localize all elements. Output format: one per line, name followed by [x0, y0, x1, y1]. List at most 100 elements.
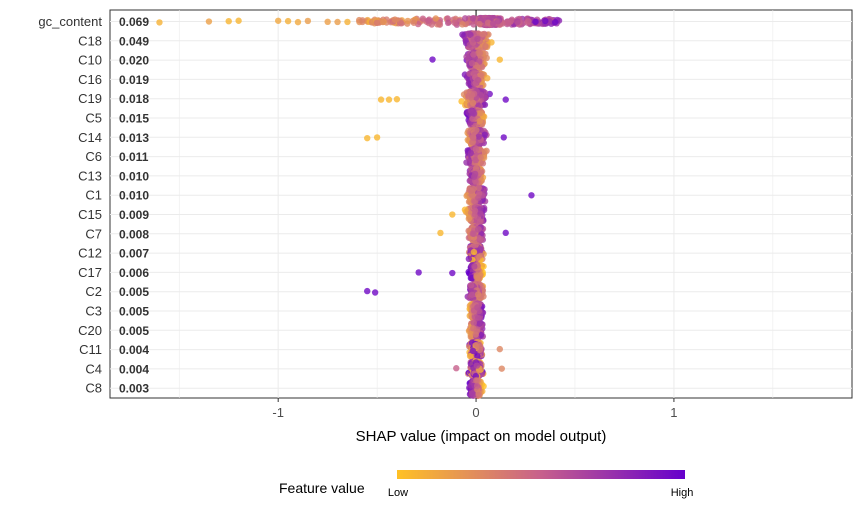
shap-outlier-point [373, 134, 381, 141]
shap-outlier-point [324, 18, 331, 26]
shap-point [391, 16, 399, 23]
shap-point [461, 15, 469, 22]
shap-point [477, 210, 484, 217]
shap-outlier-point [437, 229, 444, 237]
shap-point [471, 170, 479, 178]
shap-point [470, 51, 477, 58]
shap-point [467, 149, 475, 157]
shap-outlier-point [496, 56, 503, 63]
shap-point [476, 117, 484, 125]
shap-outlier-point [498, 365, 505, 372]
shap-point [525, 17, 532, 25]
shap-point [468, 91, 476, 99]
shap-point [425, 17, 432, 24]
shap-outlier-point [274, 17, 282, 24]
shap-point [479, 160, 487, 167]
shap-point [476, 218, 484, 225]
shap-point [419, 15, 427, 22]
shap-point [476, 252, 483, 259]
shap-outlier-point [156, 19, 163, 26]
shap-point [474, 291, 482, 298]
shap-point [514, 18, 521, 26]
shap-point [477, 154, 484, 161]
shap-outlier-point [542, 17, 549, 25]
shap-point [468, 291, 476, 298]
shap-point [474, 304, 481, 311]
shap-point [472, 207, 479, 215]
shap-point [469, 115, 476, 122]
shap-point [398, 20, 405, 27]
shap-outlier-point [449, 211, 456, 218]
shap-outlier-point [385, 96, 393, 103]
shap-point [484, 74, 491, 82]
shap-outlier-point [393, 96, 401, 103]
shap-outlier-point [344, 18, 351, 26]
shap-point [467, 31, 474, 38]
shap-outlier-point [502, 96, 509, 103]
shap-point [444, 19, 452, 27]
shap-outlier-point [364, 134, 371, 142]
shap-point [469, 15, 477, 22]
shap-point [458, 98, 465, 105]
shap-outlier-point [502, 229, 509, 237]
shap-point [474, 226, 482, 233]
shap-point [465, 255, 473, 263]
shap-point [451, 19, 458, 26]
shap-point [476, 20, 483, 28]
shap-outlier-point [235, 17, 242, 24]
shap-outlier-point [364, 287, 371, 295]
shap-outlier-point [205, 18, 213, 25]
shap-outlier-point [532, 18, 539, 26]
shap-point [470, 248, 478, 256]
shap-outlier-point [496, 345, 503, 353]
shap-outlier-point [429, 56, 436, 63]
shap-point [479, 31, 486, 38]
shap-point [475, 194, 482, 201]
shap-point [482, 43, 489, 50]
shap-point [435, 20, 443, 28]
shap-point [473, 272, 481, 279]
shap-point [476, 49, 484, 57]
shap-point [478, 63, 486, 71]
shap-point [466, 352, 474, 360]
shap-point [470, 230, 477, 238]
shap-points [156, 14, 563, 400]
shap-point [476, 346, 484, 354]
shap-outlier-point [453, 365, 460, 372]
shap-point [472, 331, 479, 338]
shap-point [410, 19, 418, 26]
shap-point [470, 110, 478, 117]
shap-outlier-point [225, 17, 232, 25]
shap-point [477, 110, 484, 117]
shap-outlier-point [415, 269, 422, 276]
shap-outlier-point [449, 269, 456, 277]
shap-point [473, 362, 481, 369]
shap-outlier-point [552, 19, 559, 26]
shap-point [470, 325, 477, 332]
shap-point [459, 21, 466, 28]
shap-point [475, 184, 482, 192]
shap-point [470, 319, 477, 327]
shap-point [469, 133, 477, 141]
shap-outlier-point [377, 96, 385, 103]
shap-point [472, 145, 480, 153]
shap-outlier-point [528, 192, 535, 199]
shap-outlier-point [294, 18, 302, 26]
shap-point [481, 101, 489, 108]
shap-point [494, 18, 502, 25]
shap-outlier-point [304, 17, 312, 25]
shap-point [379, 18, 386, 26]
shap-point [373, 19, 381, 26]
shap-outlier-point [284, 17, 292, 25]
shap-point [359, 17, 366, 24]
shap-outlier-point [334, 18, 341, 26]
shap-point [489, 20, 497, 27]
shap-point [472, 156, 480, 164]
shap-point [483, 54, 490, 62]
shap-point [475, 314, 482, 322]
shap-point [467, 281, 475, 289]
shap-point [470, 21, 477, 28]
shap-point [474, 353, 481, 360]
shap-point [468, 60, 476, 67]
